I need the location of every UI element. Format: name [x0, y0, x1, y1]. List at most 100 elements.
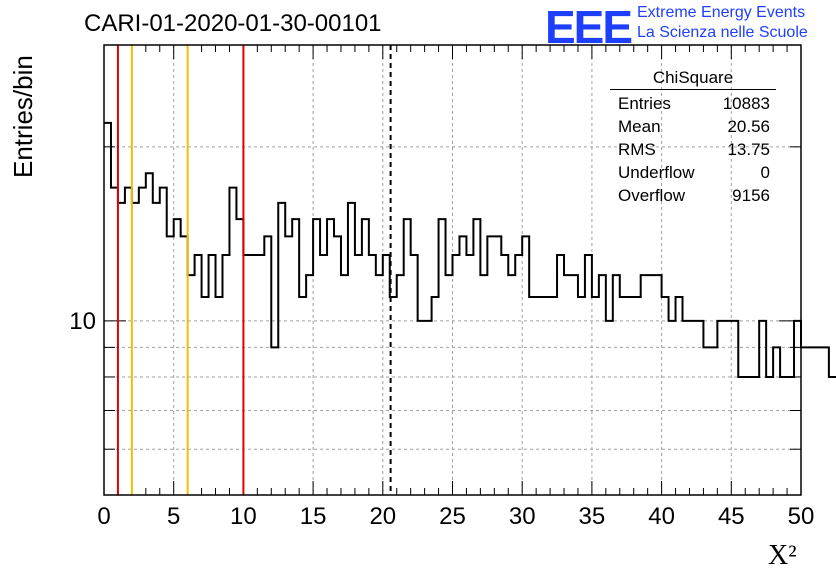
histogram-bin — [592, 297, 599, 495]
run-title: CARI-01-2020-01-30-00101 — [84, 10, 382, 37]
logo-tagline-2: La Scienza nelle Scuole — [637, 24, 808, 41]
histogram-bin — [557, 255, 564, 495]
histogram-bin — [355, 255, 362, 495]
x-tick-label: 40 — [648, 503, 675, 530]
stats-label: Mean — [618, 117, 661, 136]
histogram-bin — [564, 275, 571, 495]
x-tick-label: 35 — [579, 503, 606, 530]
histogram-bin — [508, 275, 515, 495]
histogram-bin — [536, 297, 543, 495]
histogram-bin — [787, 377, 794, 495]
x-tick-label: 0 — [97, 503, 110, 530]
histogram-bin — [773, 347, 780, 495]
histogram-bin — [759, 321, 766, 495]
histogram-bin — [501, 255, 508, 495]
histogram-bin — [676, 297, 683, 495]
y-axis-label: Entries/bin — [8, 55, 38, 178]
histogram-bin — [627, 297, 634, 495]
histogram-bin — [599, 275, 606, 495]
histogram-bin — [543, 297, 550, 495]
histogram-bin — [181, 236, 188, 495]
histogram-bin — [662, 297, 669, 495]
tick-labels: 0 5 10 15 20 25 30 35 40 45 50 10 — [69, 308, 814, 530]
histogram-bin — [738, 377, 745, 495]
histogram-bin — [655, 275, 662, 495]
histogram-bin — [153, 203, 160, 495]
histogram-bin — [362, 219, 369, 495]
cut-lines — [116, 45, 392, 495]
histogram-bin — [320, 255, 327, 495]
stats-row-rms: RMS 13.75 — [610, 138, 776, 161]
x-axis-label: X² — [768, 540, 797, 571]
stats-label: Overflow — [618, 186, 686, 205]
histogram-bin — [815, 347, 822, 495]
histogram-bin — [529, 297, 536, 495]
stats-label: Underflow — [618, 163, 695, 182]
histogram-bin — [125, 188, 132, 495]
x-tick-label: 20 — [369, 503, 396, 530]
histogram-bin — [780, 377, 787, 495]
histogram-bars — [104, 121, 836, 495]
histogram-bin — [571, 275, 578, 495]
histogram-bin — [453, 255, 460, 495]
histogram-bin — [132, 203, 139, 495]
histogram-bin — [766, 377, 773, 495]
histogram-bin — [118, 203, 125, 495]
histogram-bin — [689, 321, 696, 495]
stats-row-entries: Entries 10883 — [610, 92, 776, 115]
histogram-bin — [222, 255, 229, 495]
histogram-bin — [257, 255, 264, 495]
histogram-bin — [160, 188, 167, 495]
histogram-bin — [550, 297, 557, 495]
histogram-bin — [146, 173, 153, 495]
plot-frame — [103, 44, 802, 496]
histogram-bin — [466, 255, 473, 495]
x-tick-label: 15 — [300, 503, 327, 530]
histogram-bin — [459, 236, 466, 495]
histogram-bin — [522, 236, 529, 495]
histogram-bin — [292, 219, 299, 495]
histogram-bin — [432, 297, 439, 495]
y-tick-label: 10 — [69, 308, 96, 335]
histogram-bin — [167, 236, 174, 495]
histogram-bin — [446, 275, 453, 495]
histogram-bin — [264, 236, 271, 495]
histogram-bin — [250, 255, 257, 495]
histogram-bin — [425, 321, 432, 495]
histogram-bin — [822, 347, 829, 495]
stats-label: Entries — [618, 94, 671, 113]
histogram-bin — [703, 347, 710, 495]
histogram-bin — [348, 203, 355, 495]
histogram-bin — [104, 123, 111, 495]
stats-value: 20.56 — [727, 117, 770, 136]
histogram-bin — [327, 219, 334, 495]
histogram-bin — [236, 219, 243, 495]
histogram-bin — [299, 297, 306, 495]
histogram-bin — [397, 275, 404, 495]
histogram-bin — [306, 275, 313, 495]
histogram-bin — [278, 203, 285, 495]
stats-row-underflow: Underflow 0 — [610, 161, 776, 184]
histogram-bin — [313, 219, 320, 495]
histogram-bin — [794, 321, 801, 495]
histogram-bin — [439, 219, 446, 495]
histogram-bin — [195, 255, 202, 495]
histogram-bin — [404, 219, 411, 495]
histogram-bin — [418, 321, 425, 495]
logo-tagline-1: Extreme Energy Events — [637, 4, 806, 21]
histogram-bin — [369, 255, 376, 495]
stats-row-mean: Mean 20.56 — [610, 115, 776, 138]
stats-value: 13.75 — [727, 140, 770, 159]
histogram-bin — [620, 297, 627, 495]
histogram-bin — [731, 321, 738, 495]
x-tick-label: 45 — [718, 503, 745, 530]
histogram-bin — [271, 347, 278, 495]
histogram-bin — [717, 321, 724, 495]
histogram-bin — [801, 347, 808, 495]
stats-box: ChiSquare Entries 10883 Mean 20.56 RMS 1… — [610, 68, 776, 207]
histogram-bin — [683, 321, 690, 495]
histogram-bin — [808, 347, 815, 495]
histogram-bin — [710, 347, 717, 495]
histogram-bin — [341, 275, 348, 495]
